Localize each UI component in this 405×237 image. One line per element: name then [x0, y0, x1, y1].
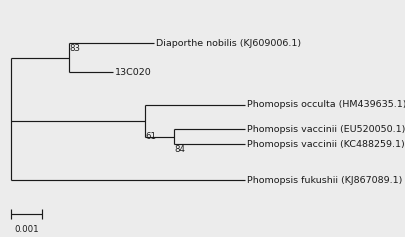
Text: 83: 83 — [69, 44, 80, 53]
Text: 13C020: 13C020 — [115, 68, 151, 77]
Text: Phomopsis vaccinii (KC488259.1): Phomopsis vaccinii (KC488259.1) — [247, 140, 405, 149]
Text: Phomopsis fukushii (KJ867089.1): Phomopsis fukushii (KJ867089.1) — [247, 176, 402, 185]
Text: 0.001: 0.001 — [14, 225, 39, 234]
Text: 61: 61 — [146, 132, 157, 141]
Text: Diaporthe nobilis (KJ609006.1): Diaporthe nobilis (KJ609006.1) — [156, 39, 301, 48]
Text: Phomopsis vaccinii (EU520050.1): Phomopsis vaccinii (EU520050.1) — [247, 125, 405, 134]
Text: 84: 84 — [174, 145, 185, 154]
Text: Phomopsis occulta (HM439635.1): Phomopsis occulta (HM439635.1) — [247, 100, 405, 109]
